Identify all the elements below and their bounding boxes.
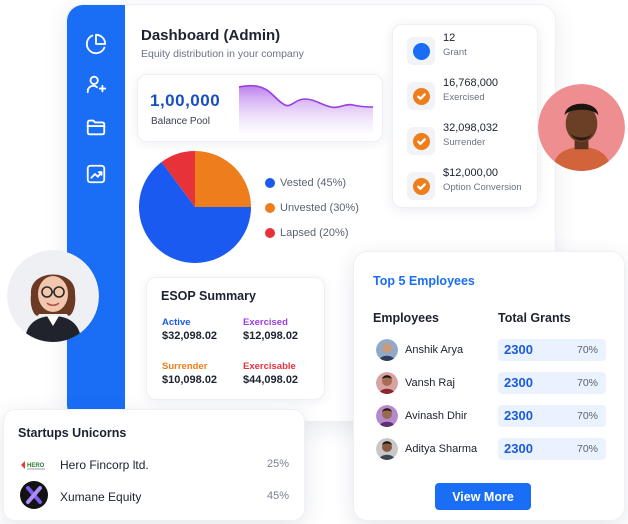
trend-chart-icon[interactable] [84, 162, 108, 186]
grant-pill: 2300 70% [498, 438, 606, 460]
startup-name: Xumane Equity [60, 490, 142, 504]
stat-surrender-label: Surrender [443, 137, 486, 148]
table-row[interactable]: Avinash Dhir 2300 70% [374, 405, 606, 431]
grant-percent: 70% [576, 410, 598, 422]
employee-name: Aditya Sharma [405, 443, 478, 455]
employee-avatar [376, 372, 398, 394]
stat-surrender-value: 32,098,032 [443, 122, 499, 134]
legend-vested-label: Vested (45%) [280, 177, 347, 189]
balance-pool-sparkline [239, 84, 373, 133]
startup-percent: 45% [266, 490, 289, 502]
grant-value: 2300 [504, 441, 533, 456]
grant-dot-icon [412, 42, 430, 60]
check-circle-icon [412, 87, 430, 105]
startup-name: Hero Fincorp ltd. [60, 458, 149, 472]
table-row[interactable]: Anshik Arya 2300 70% [374, 339, 606, 365]
grant-value: 2300 [504, 342, 533, 357]
grant-value: 2300 [504, 375, 533, 390]
page-subtitle: Equity distribution in your company [141, 48, 304, 60]
stat-grant-value: 12 [443, 32, 456, 44]
check-circle-icon [412, 132, 430, 150]
table-row[interactable]: Aditya Sharma 2300 70% [374, 438, 606, 464]
grant-percent: 70% [576, 344, 598, 356]
employee-name: Vansh Raj [405, 377, 455, 389]
grant-pill: 2300 70% [498, 372, 606, 394]
employee-avatar [376, 339, 398, 361]
col-employees-header: Employees [373, 311, 440, 325]
esop-active-value: $32,098.02 [162, 330, 218, 342]
startups-card: Startups Unicorns HERO Hero Fincorp ltd.… [3, 409, 305, 521]
pie-chart-icon[interactable] [84, 32, 108, 56]
vested-dot-icon [265, 178, 275, 188]
esop-exercised-label: Exercised [243, 317, 288, 328]
xumane-logo [19, 481, 49, 509]
unvested-dot-icon [265, 203, 275, 213]
grant-pill: 2300 70% [498, 405, 606, 427]
stat-option-conversion-value: $12,000,00 [443, 167, 499, 179]
employee-name: Avinash Dhir [405, 410, 468, 422]
stat-option-conversion: $12,000,00 Option Conversion [401, 164, 527, 202]
balance-pool-label: Balance Pool [151, 116, 210, 127]
sidebar [67, 5, 125, 421]
legend-lapsed: Lapsed (20%) [265, 227, 349, 239]
stat-grant-label: Grant [443, 47, 467, 58]
pie-slice-lapsed [161, 151, 195, 207]
stat-option-conversion-label: Option Conversion [443, 182, 522, 193]
grant-percent: 70% [576, 443, 598, 455]
hero-fincorp-logo: HERO [19, 451, 49, 479]
esop-surrender-label: Surrender [162, 361, 208, 372]
man-avatar [538, 84, 625, 171]
balance-pool-card: 1,00,000 Balance Pool [137, 74, 383, 142]
esop-exercised-value: $12,098.02 [243, 330, 299, 342]
stats-card: 12 Grant 16,768,000 Exercised 32,098,032… [392, 24, 538, 208]
lapsed-dot-icon [265, 228, 275, 238]
check-circle-icon [412, 177, 430, 195]
stat-grant: 12 Grant [401, 29, 527, 67]
legend-unvested-label: Unvested (30%) [280, 202, 359, 214]
top-employees-title: Top 5 Employees [373, 274, 475, 288]
stat-exercised-value: 16,768,000 [443, 77, 499, 89]
pie-slice-vested [139, 162, 251, 263]
pie-slice-unvested [195, 151, 251, 207]
esop-summary-card: ESOP Summary Active $32,098.02 Exercised… [146, 277, 325, 400]
col-grants-header: Total Grants [498, 311, 571, 325]
esop-exercisable-label: Exercisable [243, 361, 296, 372]
legend-unvested: Unvested (30%) [265, 202, 359, 214]
grant-percent: 70% [576, 377, 598, 389]
table-row[interactable]: Vansh Raj 2300 70% [374, 372, 606, 398]
esop-summary-title: ESOP Summary [161, 289, 256, 303]
stat-exercised-label: Exercised [443, 92, 485, 103]
view-more-button[interactable]: View More [435, 483, 531, 510]
startups-title: Startups Unicorns [18, 426, 127, 440]
esop-surrender-value: $10,098.02 [162, 374, 218, 386]
esop-exercisable-value: $44,098.02 [243, 374, 299, 386]
employee-avatar [376, 438, 398, 460]
grant-value: 2300 [504, 408, 533, 423]
folder-icon[interactable] [84, 115, 108, 139]
stat-surrender: 32,098,032 Surrender [401, 119, 527, 157]
legend-lapsed-label: Lapsed (20%) [280, 227, 349, 239]
legend-vested: Vested (45%) [265, 177, 346, 189]
employee-avatar [376, 405, 398, 427]
startup-percent: 25% [266, 458, 289, 470]
svg-text:HERO: HERO [27, 463, 45, 469]
stat-exercised: 16,768,000 Exercised [401, 74, 527, 112]
grant-pill: 2300 70% [498, 339, 606, 361]
top-employees-card: Top 5 Employees Employees Total Grants A… [353, 251, 625, 521]
equity-pie-chart [139, 151, 251, 263]
balance-pool-value: 1,00,000 [150, 91, 221, 110]
woman-avatar [7, 250, 99, 342]
esop-active-label: Active [162, 317, 191, 328]
page-title: Dashboard (Admin) [141, 27, 281, 44]
add-user-icon[interactable] [84, 72, 108, 96]
employee-name: Anshik Arya [405, 344, 464, 356]
